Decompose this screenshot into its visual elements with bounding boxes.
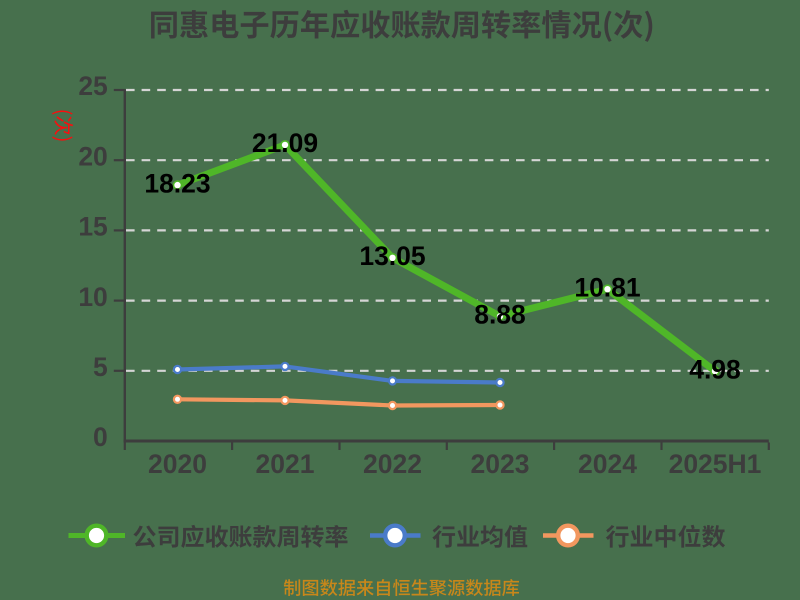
svg-text:5: 5 bbox=[93, 352, 108, 382]
svg-text:2020: 2020 bbox=[148, 449, 207, 479]
svg-text:13.05: 13.05 bbox=[359, 241, 425, 271]
svg-text:2023: 2023 bbox=[471, 449, 530, 479]
svg-text:25: 25 bbox=[78, 71, 107, 101]
svg-text:8.88: 8.88 bbox=[474, 300, 526, 330]
svg-text:20: 20 bbox=[78, 141, 107, 171]
svg-text:18.23: 18.23 bbox=[144, 168, 210, 198]
svg-text:10: 10 bbox=[78, 282, 107, 312]
svg-text:0: 0 bbox=[93, 422, 108, 452]
svg-text:4.98: 4.98 bbox=[689, 354, 741, 384]
svg-text:2024: 2024 bbox=[578, 449, 637, 479]
svg-text:2022: 2022 bbox=[363, 449, 422, 479]
svg-text:10.81: 10.81 bbox=[574, 273, 640, 303]
svg-text:15: 15 bbox=[78, 212, 107, 242]
svg-text:2025H1: 2025H1 bbox=[669, 449, 762, 479]
svg-text:21.09: 21.09 bbox=[252, 128, 318, 158]
svg-text:2021: 2021 bbox=[256, 449, 315, 479]
